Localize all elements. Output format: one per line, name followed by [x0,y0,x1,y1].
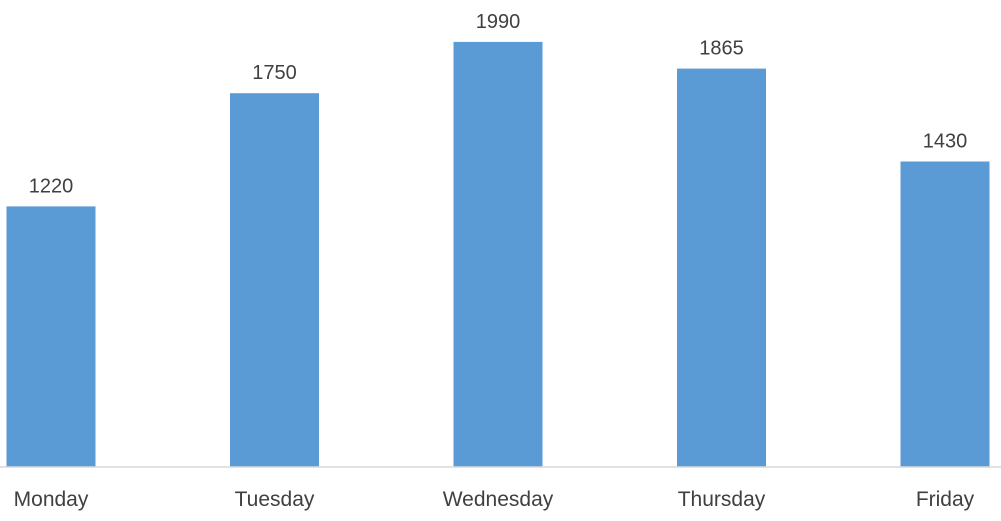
data-label-tuesday: 1750 [252,62,297,84]
x-tick-label-tuesday: Tuesday [235,488,315,511]
data-label-thursday: 1865 [699,38,744,60]
bar-tuesday [230,93,319,467]
data-label-friday: 1430 [923,131,968,153]
x-tick-label-wednesday: Wednesday [443,488,554,511]
bar-monday [6,206,96,467]
bar-friday [900,161,990,467]
bar-thursday [677,68,766,467]
data-label-wednesday: 1990 [476,11,521,33]
x-tick-labels-layer: Monday Tuesday Wednesday Thursday Friday [14,488,975,511]
data-label-monday: 1220 [29,175,74,197]
x-tick-label-thursday: Thursday [678,488,766,511]
bar-wednesday [453,41,543,468]
x-tick-label-friday: Friday [916,488,975,511]
x-tick-label-monday: Monday [14,488,89,511]
data-labels-layer: 1220 1750 1990 1865 1430 [29,11,968,197]
bars-layer [6,41,990,468]
